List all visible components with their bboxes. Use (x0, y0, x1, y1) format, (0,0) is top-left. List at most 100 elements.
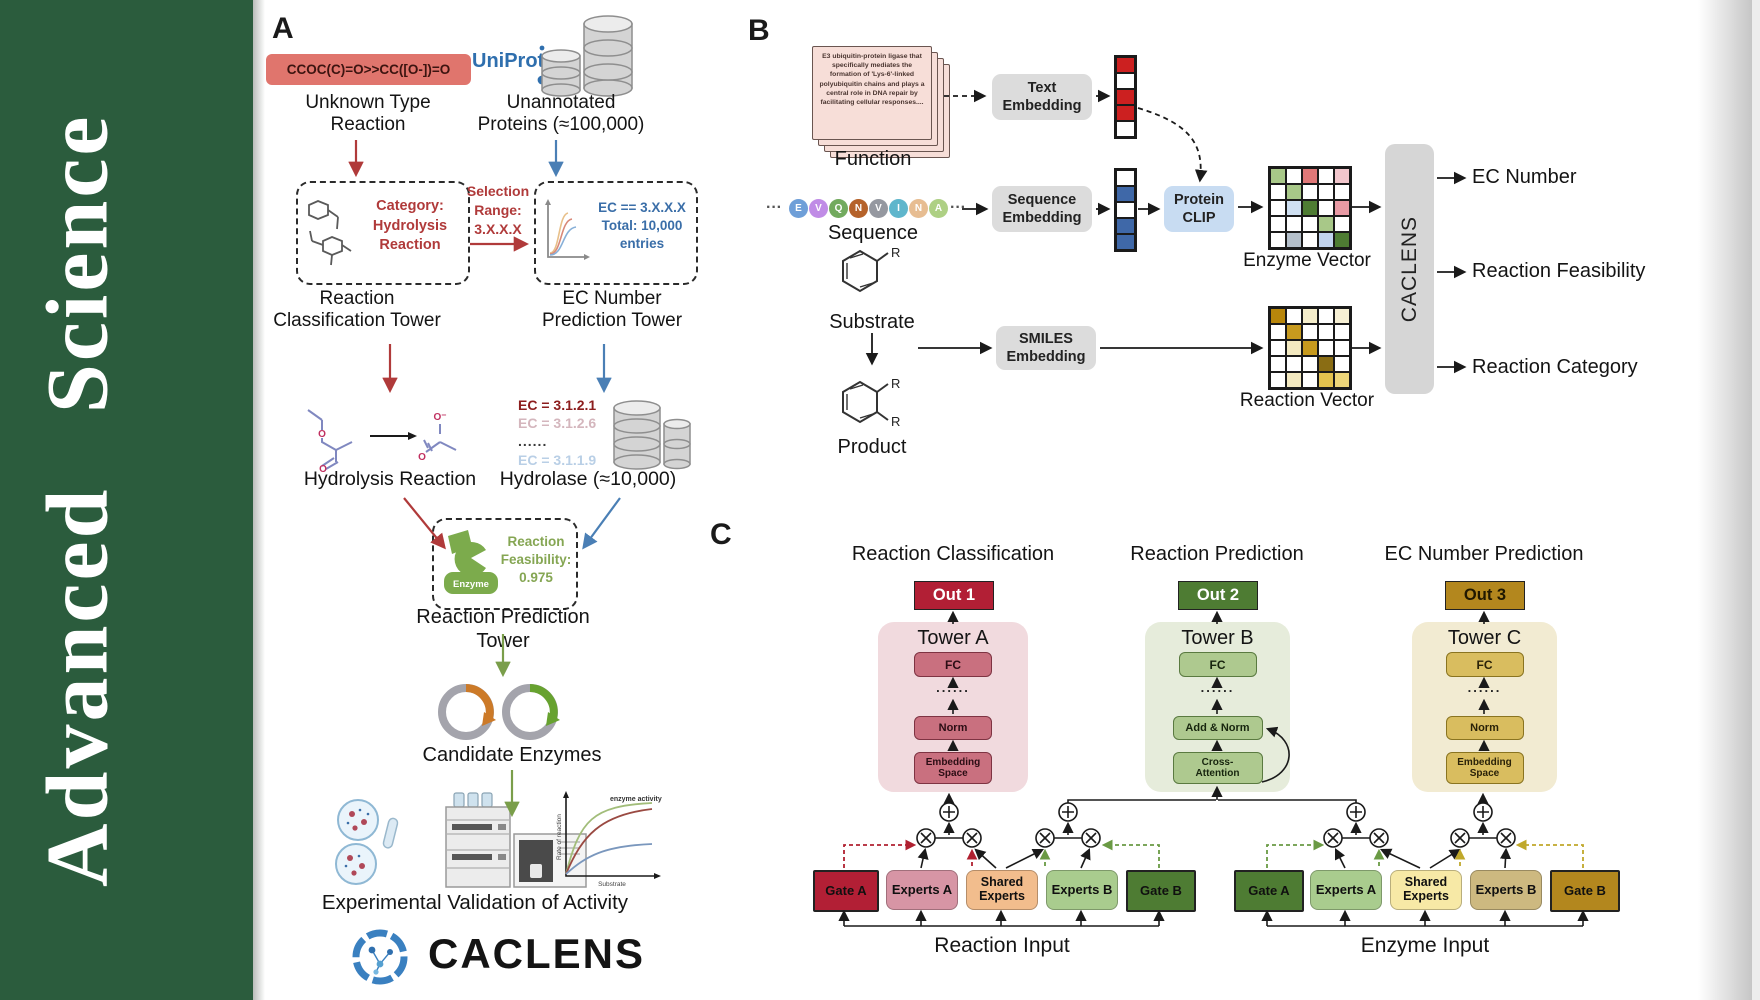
residue-bubble: E (789, 199, 808, 218)
ec-selection-text: EC == 3.X.X.X Total: 10,000 entries (598, 200, 686, 252)
tower-a-dots: ...... (936, 680, 970, 695)
sequence-ellipsis-left: ··· (766, 199, 782, 216)
tower-a-title: Tower A (917, 627, 989, 649)
caclens-block-label: CACLENS (1397, 215, 1421, 323)
svg-text:O: O (319, 464, 327, 472)
plasmid-icons (438, 684, 560, 740)
selection-range-text: Selection Range: 3.X.X.X (466, 183, 530, 237)
caclens-logo-icon (352, 929, 408, 985)
reaction-vector-label: Reaction Vector (1239, 390, 1375, 411)
experimental-validation-label: Experimental Validation of Activity (321, 891, 629, 914)
header-ec-number-prediction: EC Number Prediction (1384, 543, 1584, 565)
reaction-feasibility-box: Enzyme Reaction Feasibility: 0.975 (432, 518, 578, 610)
plot-annotation: enzyme activity (610, 796, 662, 803)
tower-c-fc: FC (1445, 652, 1524, 677)
reaction-classification-tower-label: Reaction Classification Tower (273, 288, 441, 332)
product-r2-label: R (891, 414, 900, 429)
sum-node (939, 802, 959, 822)
svg-text:O: O (318, 429, 326, 440)
plot-ylabel: Rate of reaction (556, 814, 563, 860)
out-2-box: Out 2 (1178, 581, 1258, 610)
enzyme-icon-label: Enzyme (453, 579, 489, 590)
mul-node (1081, 828, 1101, 848)
enzyme-gate-b-box: Gate B (1550, 870, 1620, 912)
hplc-instrument-icon (445, 792, 587, 888)
product-molecule-icon: R R (842, 376, 900, 429)
plot-xlabel: Substrate (598, 881, 626, 888)
hydrolase-label: Hydrolase (≈10,000) (499, 468, 677, 490)
reaction-category-box: Category: Hydrolysis Reaction (296, 181, 470, 285)
product-r1-label: R (891, 376, 900, 391)
journal-title: Advanced Science (29, 113, 127, 887)
tower-b-cross-attention: Cross- Attention (1172, 752, 1263, 784)
sequence-ellipsis-right: ··· (950, 199, 966, 216)
sample-prep-icon (335, 799, 399, 885)
enzyme-vector-label: Enzyme Vector (1243, 250, 1371, 271)
output-reaction-feasibility: Reaction Feasibility (1472, 260, 1646, 282)
function-card-front: E3 ubiquitin-protein ligase that specifi… (812, 46, 932, 140)
journal-sidebar (0, 0, 253, 1000)
substrate-label: Substrate (829, 311, 915, 333)
tower-c: Tower C FC ...... Norm Embedding Space (1412, 622, 1557, 792)
ec-number-prediction-tower-label: EC Number Prediction Tower (541, 288, 683, 332)
sequence-embedding-box: Sequence Embedding (992, 186, 1092, 232)
tower-c-norm: Norm (1445, 716, 1524, 740)
out-3-box: Out 3 (1445, 581, 1525, 610)
substrate-r-label: R (891, 245, 900, 260)
hydrolysis-reaction-label: Hydrolysis Reaction (303, 468, 477, 490)
panel-a-label: A (272, 12, 294, 45)
reaction-gate-b-box: Gate B (1126, 870, 1196, 912)
tower-a-fc: FC (914, 652, 992, 677)
reaction-prediction-tower-label: Reaction Prediction Tower (416, 606, 590, 652)
reaction-experts-a-box: Experts A (886, 870, 958, 910)
ec-selection-box: EC == 3.X.X.X Total: 10,000 entries (534, 181, 698, 285)
substrate-molecule-icon: R (842, 245, 900, 293)
mul-node (916, 828, 936, 848)
out-1-box: Out 1 (914, 581, 994, 610)
curves-plot-icon (545, 199, 590, 260)
tower-b-title: Tower B (1181, 627, 1254, 649)
header-reaction-classification: Reaction Classification (851, 543, 1055, 565)
tower-b: Tower B FC ...... Add & Norm Cross- Atte… (1145, 622, 1290, 792)
tower-c-dots: ...... (1467, 680, 1502, 695)
output-reaction-category: Reaction Category (1472, 356, 1638, 378)
caclens-wordmark: CACLENS (428, 930, 646, 977)
category-text: Category: Hydrolysis Reaction (372, 198, 448, 254)
enzyme-gate-a-box: Gate A (1234, 870, 1304, 912)
tower-b-add-norm: Add & Norm (1172, 716, 1263, 740)
page-right-margin (1752, 0, 1760, 1000)
function-cards: E3 ubiquitin-protein ligase that specifi… (812, 46, 952, 161)
tower-a-norm: Norm (914, 716, 992, 740)
hydrolysis-reaction-icon: O O O⁻ O (307, 409, 457, 472)
reaction-gate-a-box: Gate A (813, 870, 879, 912)
reaction-vector-matrix (1268, 306, 1352, 390)
enzyme-icon: Enzyme (444, 530, 498, 594)
residue-bubble: N (909, 199, 928, 218)
reaction-experts-b-box: Experts B (1046, 870, 1118, 910)
candidate-enzymes-label: Candidate Enzymes (422, 744, 602, 766)
protein-clip-box: Protein CLIP (1164, 186, 1234, 232)
residue-bubble: N (849, 199, 868, 218)
header-reaction-prediction: Reaction Prediction (1130, 543, 1304, 565)
mul-node (1323, 828, 1343, 848)
tower-a: Tower A FC ...... Norm Embedding Space (878, 622, 1028, 792)
tower-b-dots: ...... (1200, 680, 1235, 695)
panel-c-label: C (710, 518, 732, 551)
enzyme-input-label: Enzyme Input (1360, 934, 1490, 957)
panel-b-label: B (748, 14, 770, 47)
mul-node (1450, 828, 1470, 848)
svg-text:O: O (418, 452, 426, 463)
unannotated-proteins-label: Unannotated Proteins (≈100,000) (477, 92, 645, 136)
tower-a-embedding-space: Embedding Space (914, 752, 992, 784)
svg-text:O⁻: O⁻ (433, 412, 446, 423)
protein-database-icon (541, 15, 633, 97)
tower-c-embedding-space: Embedding Space (1445, 752, 1524, 784)
molecules-icon (308, 200, 352, 266)
enzyme-vector-matrix (1268, 166, 1352, 250)
function-label: Function (834, 148, 912, 170)
text-embedding-vector (1114, 55, 1137, 139)
caclens-block: CACLENS (1385, 144, 1434, 394)
enzyme-experts-b-box: Experts B (1470, 870, 1542, 910)
reaction-input-label: Reaction Input (934, 934, 1070, 957)
